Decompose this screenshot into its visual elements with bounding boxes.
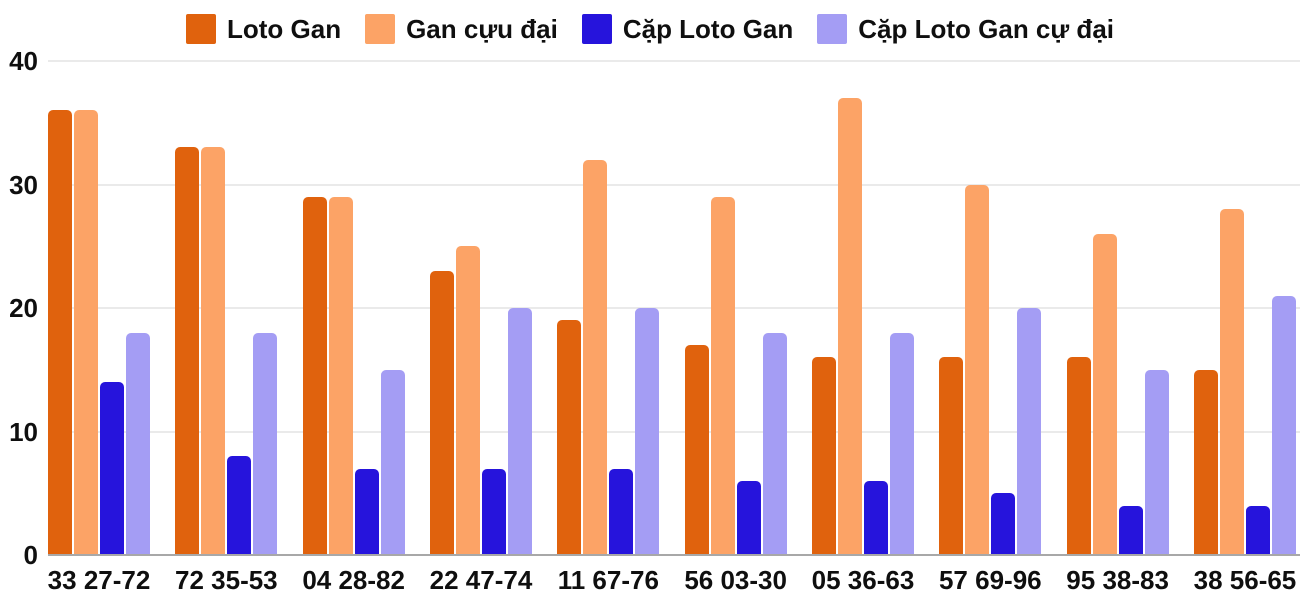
bar — [557, 320, 582, 555]
bar — [889, 332, 914, 555]
bar-group: 56 03-30 — [684, 61, 787, 595]
x-axis-category-label: 72 35-53 — [175, 565, 278, 595]
bar — [455, 246, 480, 555]
gridline — [48, 183, 1300, 186]
legend-label: Cặp Loto Gan — [622, 13, 794, 44]
bar — [227, 456, 252, 555]
x-axis-category-label: 56 03-30 — [684, 565, 787, 595]
bar — [380, 369, 405, 555]
legend-label: Loto Gan — [226, 13, 342, 44]
chart-legend: Loto Gan Gan cựu đại Cặp Loto Gan Cặp Loto … — [0, 10, 1300, 48]
bar — [811, 357, 836, 555]
bar-group: 95 38-83 — [1066, 61, 1169, 595]
bar — [583, 159, 608, 555]
bar-group: 05 36-63 — [811, 61, 914, 595]
bar — [710, 196, 735, 555]
legend-item[interactable]: Loto Gan — [185, 13, 342, 45]
bar-group: 04 28-82 — [302, 61, 405, 595]
bar — [302, 196, 327, 555]
bar — [1245, 505, 1270, 555]
bar — [1271, 295, 1296, 555]
bar — [736, 480, 761, 555]
x-axis-category-label: 95 38-83 — [1066, 565, 1169, 595]
bar-group: 72 35-53 — [175, 61, 278, 595]
bar-group: 33 27-72 — [48, 61, 150, 595]
x-axis-category-label: 04 28-82 — [302, 565, 405, 595]
bar — [1144, 369, 1169, 555]
legend-item[interactable]: Cặp Loto Gan — [581, 13, 794, 45]
legend-swatch-icon — [817, 14, 848, 44]
x-axis-category-label: 57 69-96 — [938, 565, 1042, 595]
bar — [991, 493, 1016, 555]
gridline — [48, 307, 1300, 309]
bar — [635, 308, 660, 555]
y-axis-tick-label: 30 — [9, 169, 38, 200]
legend-label: Cặp Loto Gan cự đại — [858, 13, 1114, 44]
y-axis-tick-label: 40 — [9, 46, 38, 76]
bar — [354, 468, 379, 555]
bar — [1017, 308, 1042, 555]
legend-swatch-icon — [185, 14, 216, 44]
y-axis-tick-label: 10 — [9, 416, 38, 447]
x-axis-category-label: 33 27-72 — [47, 565, 151, 595]
bar — [684, 345, 709, 555]
plot-area: 33 27-72 72 35-53 04 28-82 22 47-74 11 67-76… — [48, 61, 1296, 595]
x-axis-category-label: 38 56-65 — [1193, 565, 1297, 595]
bar-group: 22 47-74 — [429, 61, 532, 595]
legend-item[interactable]: Gan cựu đại — [365, 14, 558, 45]
bar-group: 38 56-65 — [1193, 61, 1296, 595]
bar — [965, 184, 990, 555]
x-axis-line — [48, 554, 1300, 556]
bar — [328, 196, 353, 555]
bar — [253, 332, 278, 555]
bar — [939, 357, 964, 555]
gridline — [48, 60, 1300, 62]
bar — [429, 270, 454, 555]
bar — [1118, 505, 1143, 555]
x-axis-category-label: 11 67-76 — [557, 565, 659, 595]
bar — [762, 332, 787, 555]
bar — [1219, 209, 1244, 555]
bar — [837, 98, 862, 555]
bar — [175, 147, 200, 555]
bar — [863, 480, 888, 555]
y-axis-tick-label: 0 — [23, 540, 38, 570]
legend-item[interactable]: Cặp Loto Gan cự đại — [817, 14, 1114, 45]
bar-group: 11 67-76 — [557, 61, 660, 595]
bar — [201, 147, 226, 555]
bar — [126, 332, 150, 555]
bar — [609, 468, 634, 555]
y-axis-tick-label: 20 — [9, 293, 38, 323]
bar — [1092, 233, 1117, 555]
bar — [1193, 369, 1218, 555]
gridline — [48, 430, 1300, 433]
legend-swatch-icon — [365, 14, 396, 44]
bar — [100, 382, 124, 555]
legend-swatch-icon — [581, 14, 612, 44]
bar — [48, 110, 72, 555]
legend-label: Gan cựu đại — [406, 13, 558, 44]
bar-group: 57 69-96 — [939, 61, 1042, 595]
x-axis-category-label: 22 47-74 — [429, 565, 533, 595]
bar — [481, 468, 506, 555]
x-axis-category-label: 05 36-63 — [811, 565, 915, 595]
bar — [74, 110, 98, 555]
bar — [1066, 357, 1091, 555]
bar — [507, 308, 532, 555]
